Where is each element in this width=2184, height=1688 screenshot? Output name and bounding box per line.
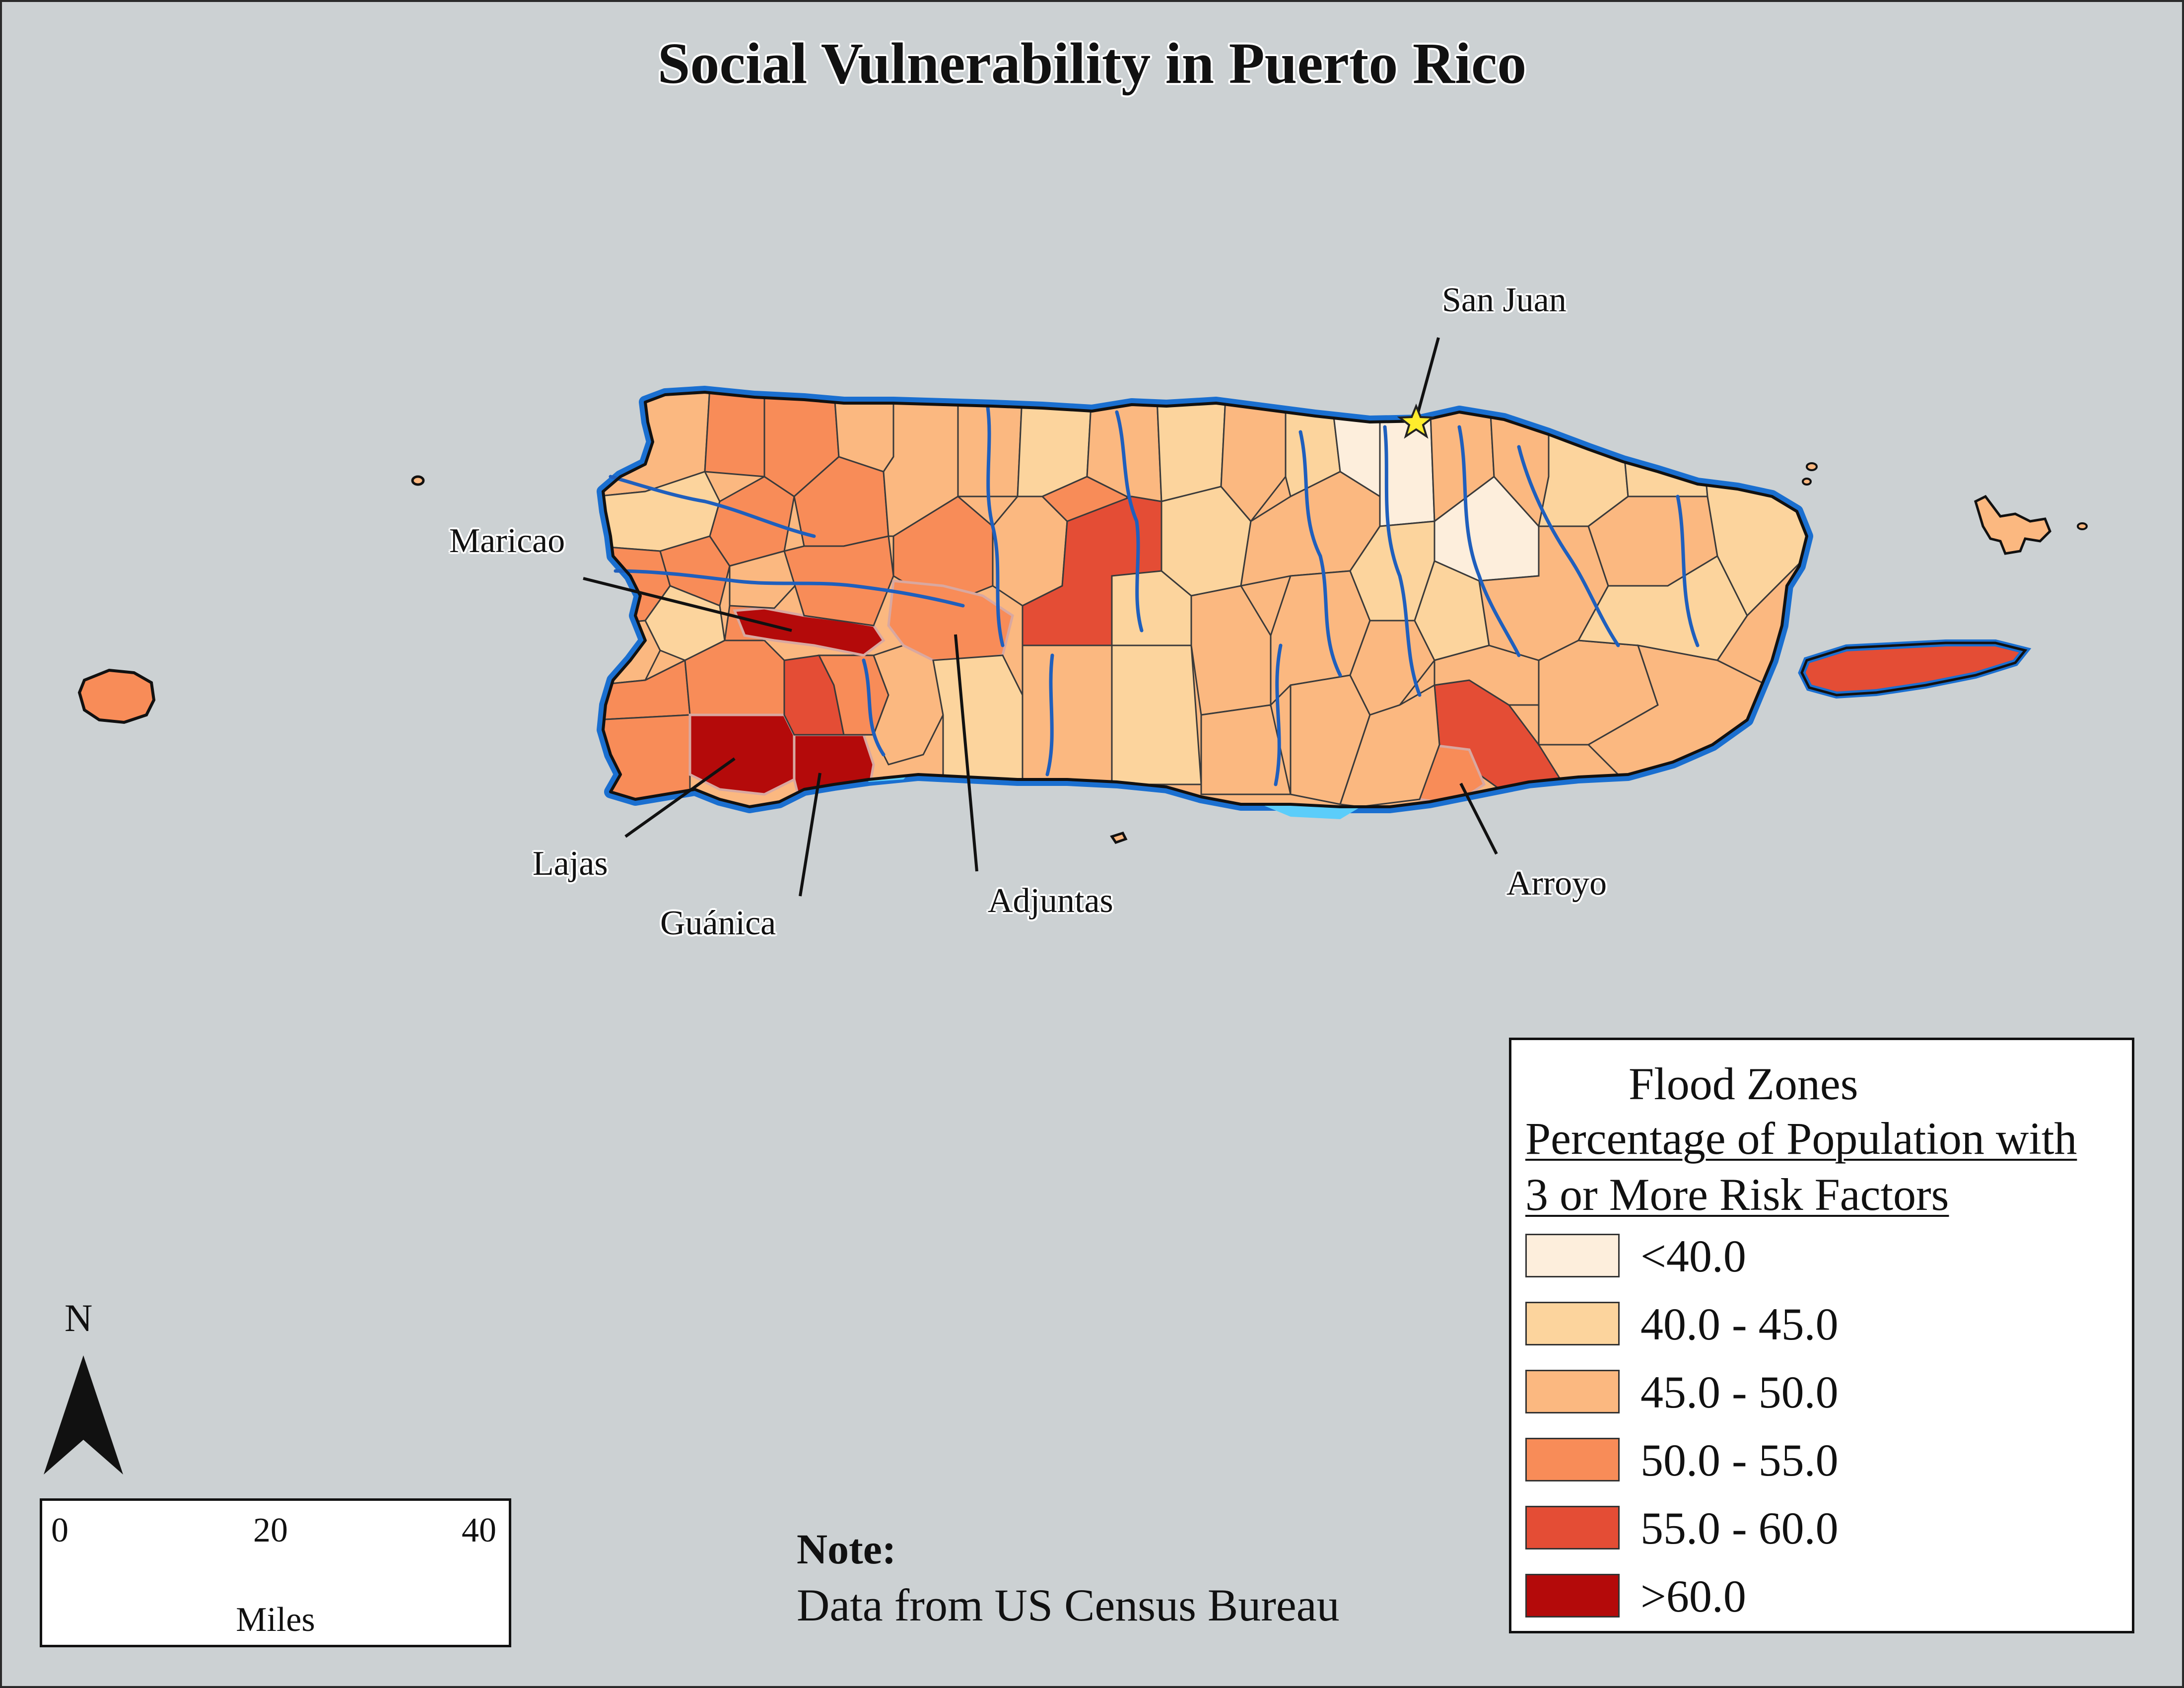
legend-swatch-50-55 bbox=[1525, 1438, 1620, 1481]
municipality bbox=[932, 654, 1024, 785]
label-guanica: Guánica bbox=[660, 904, 776, 942]
islet bbox=[1806, 462, 1818, 471]
north-arrow-icon-left bbox=[44, 1355, 83, 1475]
legend-label-lt40: <40.0 bbox=[1640, 1231, 1746, 1281]
legend-label-55-60: 55.0 - 60.0 bbox=[1640, 1503, 1839, 1553]
scale-unit: Miles bbox=[236, 1601, 315, 1639]
legend-heading-line1: Percentage of Population with bbox=[1525, 1113, 2077, 1164]
north-arrow-icon-right bbox=[83, 1355, 123, 1475]
legend-label-gt60: >60.0 bbox=[1640, 1571, 1746, 1621]
north-arrow-label: N bbox=[65, 1296, 93, 1339]
municipality-maricao bbox=[733, 607, 886, 657]
label-arroyo: Arroyo bbox=[1506, 864, 1607, 903]
rivers bbox=[609, 405, 1700, 786]
map-title: Social Vulnerability in Puerto Rico bbox=[657, 31, 1527, 96]
legend-label-45-50: 45.0 - 50.0 bbox=[1640, 1367, 1839, 1417]
municipality-lajas bbox=[688, 713, 796, 796]
scale-mid: 20 bbox=[253, 1511, 288, 1549]
islet bbox=[2077, 522, 2088, 530]
note-text: Data from US Census Bureau bbox=[797, 1580, 1340, 1630]
islet bbox=[1802, 478, 1812, 486]
label-adjuntas: Adjuntas bbox=[988, 882, 1113, 920]
legend-label-40-45: 40.0 - 45.0 bbox=[1640, 1299, 1839, 1349]
municipalities bbox=[603, 392, 1807, 807]
municipality bbox=[729, 550, 805, 609]
legend-swatch-40-45 bbox=[1525, 1302, 1620, 1345]
municipality bbox=[1220, 392, 1287, 523]
legend: Flood Zones Percentage of Population wit… bbox=[1509, 1038, 2134, 1633]
legend-label-50-55: 50.0 - 55.0 bbox=[1640, 1435, 1839, 1485]
island-vieques-outline bbox=[1800, 641, 2028, 697]
legend-heading-line2: 3 or More Risk Factors bbox=[1525, 1169, 1949, 1220]
island-mona bbox=[77, 668, 156, 724]
legend-swatch-gt60 bbox=[1525, 1574, 1620, 1618]
island-outline bbox=[602, 391, 1808, 808]
legend-swatch-55-60 bbox=[1525, 1506, 1620, 1549]
label-maricao: Maricao bbox=[449, 522, 565, 560]
municipality bbox=[783, 535, 894, 627]
scale-min: 0 bbox=[51, 1511, 68, 1549]
municipality bbox=[1339, 684, 1440, 807]
scale-bar: 0 20 40 Miles bbox=[40, 1498, 511, 1647]
island-culebra bbox=[1974, 494, 2051, 555]
label-lajas: Lajas bbox=[533, 844, 608, 883]
label-san-juan: San Juan bbox=[1442, 281, 1567, 319]
scale-max: 40 bbox=[462, 1511, 496, 1549]
legend-swatch-lt40 bbox=[1525, 1234, 1620, 1277]
legend-swatch-45-50 bbox=[1525, 1370, 1620, 1413]
legend-flood-label: Flood Zones bbox=[1629, 1058, 1858, 1109]
san-juan-star-icon bbox=[1397, 403, 1435, 439]
municipality-guanica bbox=[793, 733, 875, 807]
note-title: Note: bbox=[797, 1525, 896, 1573]
callout-leaders bbox=[583, 337, 1498, 897]
municipality bbox=[1022, 644, 1113, 785]
island-caja-de-muertos bbox=[1110, 831, 1128, 844]
island-desecheo bbox=[411, 475, 425, 486]
municipality bbox=[1111, 644, 1202, 785]
